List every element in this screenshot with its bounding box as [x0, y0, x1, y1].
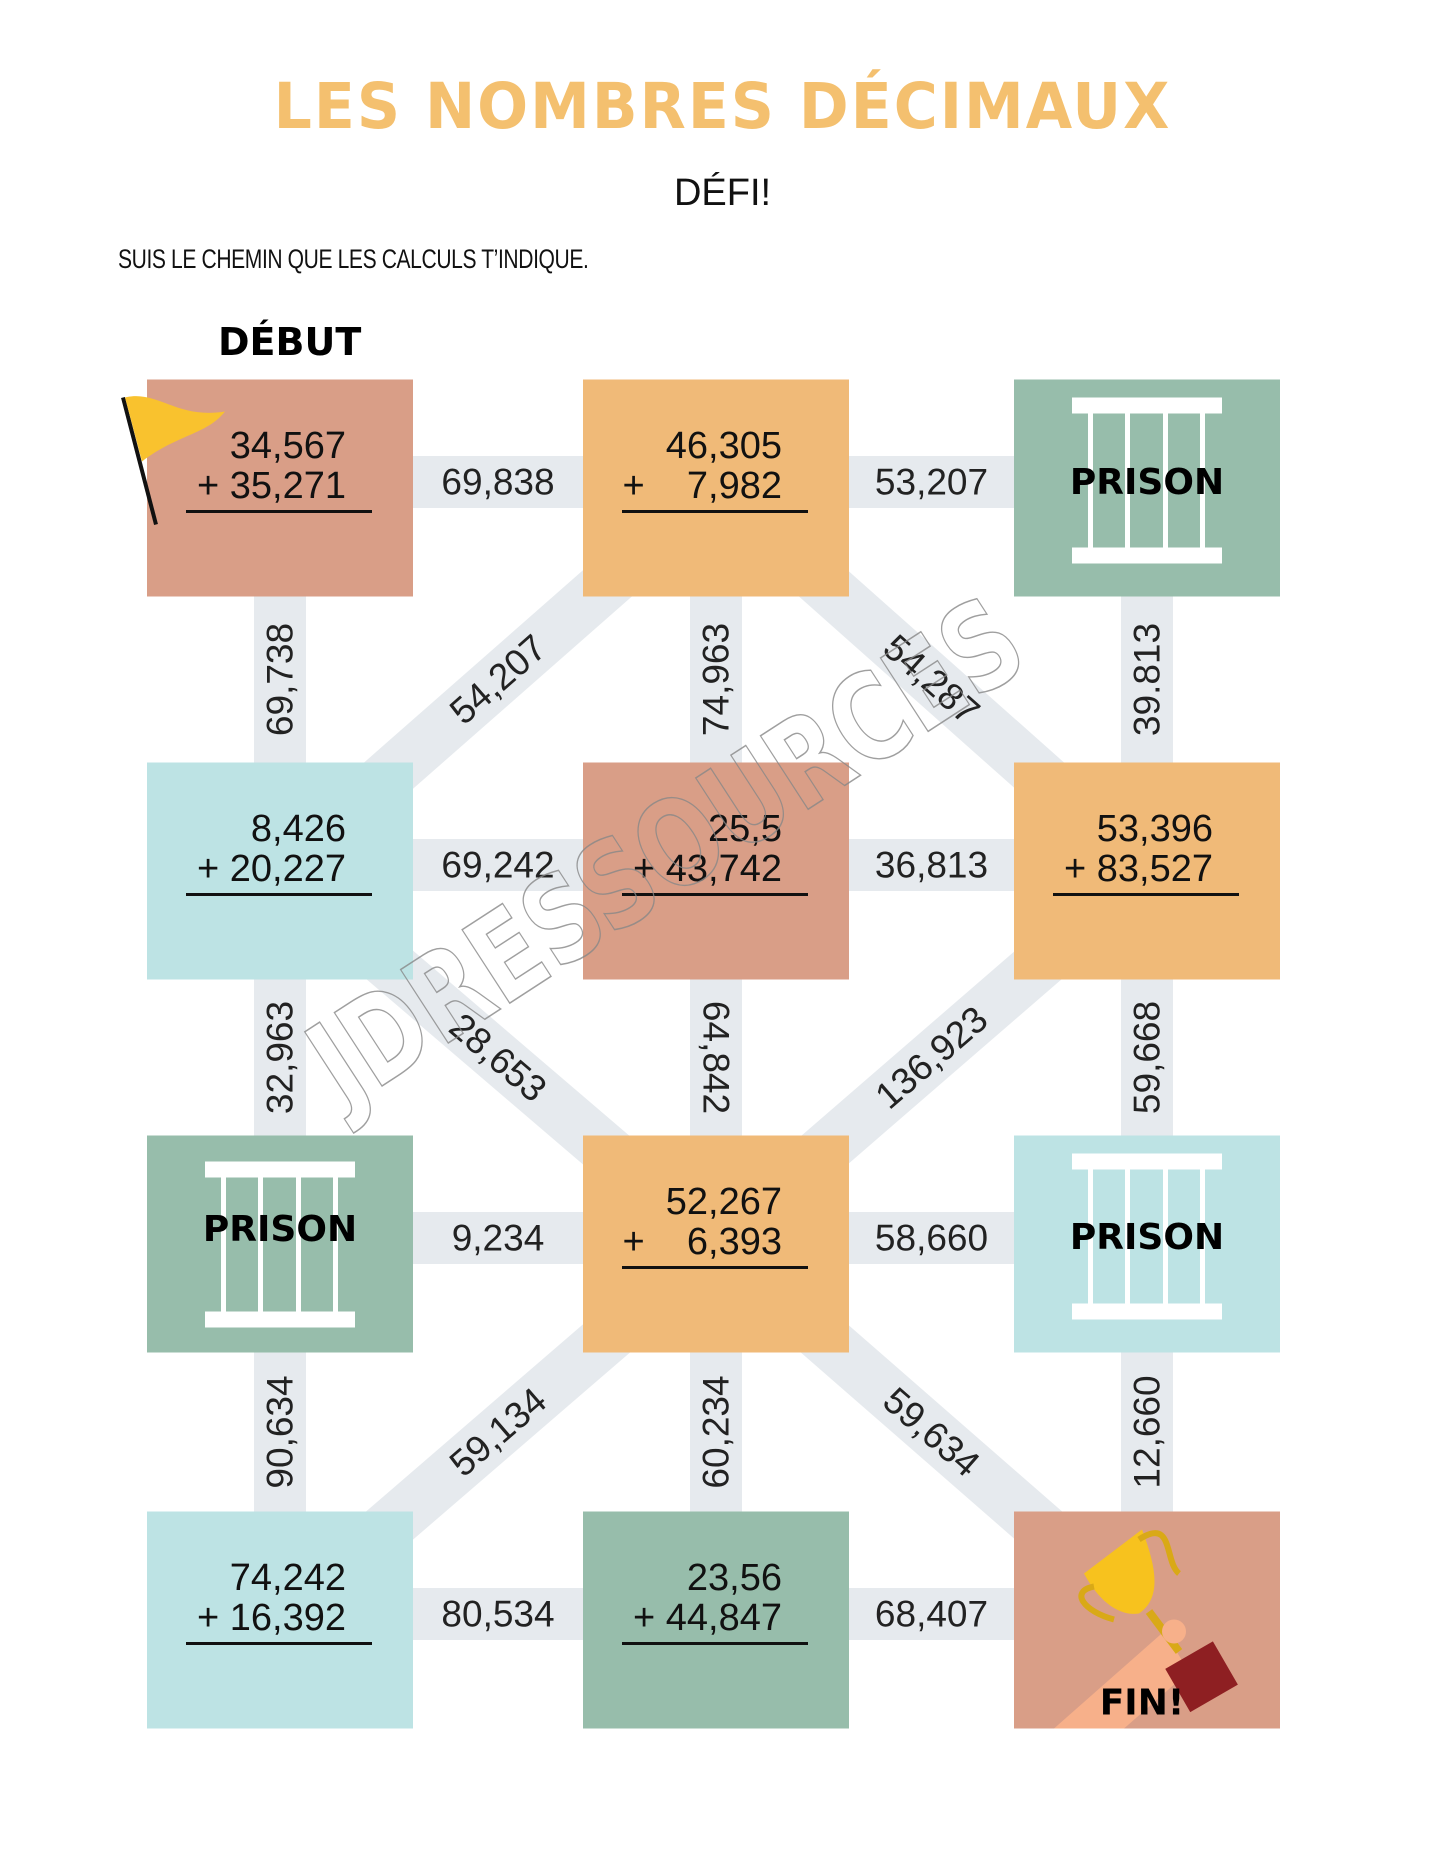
- operand-b: + 20,227: [197, 848, 346, 890]
- prison-bars-icon: [1072, 1153, 1222, 1320]
- path-value-label[interactable]: 69,738: [260, 623, 301, 736]
- start-label: DÉBUT: [218, 320, 362, 364]
- cell-background: [583, 1511, 849, 1729]
- page-subtitle: DÉFI!: [673, 172, 772, 214]
- operand-b: + 6,393: [622, 1221, 782, 1263]
- operand-a: 74,242: [230, 1557, 346, 1599]
- sum-line: [622, 1642, 808, 1645]
- path-value-label[interactable]: 58,660: [875, 1218, 988, 1259]
- path-value-label[interactable]: 39.813: [1127, 623, 1168, 736]
- path-value-label[interactable]: 36,813: [875, 845, 988, 886]
- path-value-label[interactable]: 90,634: [260, 1375, 301, 1488]
- prison-label: PRISON: [1070, 1217, 1224, 1258]
- path-value-label[interactable]: 59,668: [1127, 1001, 1168, 1114]
- sum-line: [1053, 893, 1239, 896]
- path-value-label[interactable]: 64,842: [696, 1001, 737, 1114]
- cell-calc[interactable]: 74,242+ 16,392: [147, 1511, 413, 1729]
- operand-b: + 43,742: [633, 848, 782, 890]
- cell-background: [147, 1511, 413, 1729]
- flag-icon: [121, 396, 225, 526]
- cell-calc[interactable]: 46,305+ 7,982: [583, 379, 849, 597]
- cell-background: [1014, 762, 1280, 980]
- sum-line: [186, 1642, 372, 1645]
- cell-calc[interactable]: 53,396+ 83,527: [1014, 762, 1280, 980]
- sum-line: [622, 510, 808, 513]
- path-value-label[interactable]: 69,242: [441, 845, 554, 886]
- path-value-label[interactable]: 74,963: [696, 623, 737, 736]
- operand-a: 23,56: [687, 1557, 782, 1599]
- cell-calc[interactable]: 34,567+ 35,271: [121, 379, 413, 597]
- cell-background: [147, 762, 413, 980]
- operand-a: 53,396: [1097, 808, 1213, 850]
- path-value-label[interactable]: 32,963: [260, 1001, 301, 1114]
- operand-a: 25,5: [708, 808, 782, 850]
- prison-label: PRISON: [1070, 462, 1224, 503]
- prison-label: PRISON: [203, 1209, 357, 1250]
- path-value-label[interactable]: 60,234: [696, 1375, 737, 1488]
- cell-background: [583, 1135, 849, 1353]
- operand-b: + 7,982: [622, 465, 782, 507]
- operand-a: 46,305: [666, 425, 782, 467]
- cell-calc[interactable]: 25,5+ 43,742: [583, 762, 849, 980]
- cell-calc[interactable]: 8,426+ 20,227: [147, 762, 413, 980]
- operand-a: 34,567: [230, 425, 346, 467]
- cell-background: [583, 762, 849, 980]
- path-value-label[interactable]: 80,534: [441, 1594, 554, 1635]
- operand-a: 8,426: [251, 808, 346, 850]
- cell-calc[interactable]: 52,267+ 6,393: [583, 1135, 849, 1353]
- cell-finish[interactable]: FIN!: [1014, 1511, 1280, 1729]
- page-title: LES NOMBRES DÉCIMAUX: [273, 70, 1172, 144]
- path-value-label[interactable]: 68,407: [875, 1594, 988, 1635]
- path-value-label[interactable]: 69,838: [441, 462, 554, 503]
- prison-bars-icon: [205, 1161, 355, 1328]
- operand-b: + 16,392: [197, 1597, 346, 1639]
- cell-calc[interactable]: 23,56+ 44,847: [583, 1511, 849, 1729]
- cell-background: [583, 379, 849, 597]
- instruction-text: SUIS LE CHEMIN QUE LES CALCULS T’INDIQUE…: [118, 244, 589, 274]
- trophy-icon: [1054, 1529, 1238, 1729]
- path-value-label[interactable]: 12,660: [1127, 1375, 1168, 1488]
- cell-prison[interactable]: PRISON: [1014, 1135, 1280, 1353]
- operand-b: + 35,271: [197, 465, 346, 507]
- path-value-label[interactable]: 53,207: [875, 462, 988, 503]
- operand-b: + 83,527: [1064, 848, 1213, 890]
- sum-line: [186, 893, 372, 896]
- cell-prison[interactable]: PRISON: [1014, 379, 1280, 597]
- sum-line: [186, 510, 372, 513]
- operand-a: 52,267: [666, 1181, 782, 1223]
- path-value-label[interactable]: 9,234: [452, 1218, 545, 1259]
- path-value-label[interactable]: 136,923: [868, 998, 996, 1117]
- prison-bars-icon: [1072, 397, 1222, 564]
- sum-line: [622, 1266, 808, 1269]
- sum-line: [622, 893, 808, 896]
- finish-label: FIN!: [1100, 1683, 1185, 1724]
- cell-prison[interactable]: PRISON: [147, 1135, 413, 1353]
- operand-b: + 44,847: [633, 1597, 782, 1639]
